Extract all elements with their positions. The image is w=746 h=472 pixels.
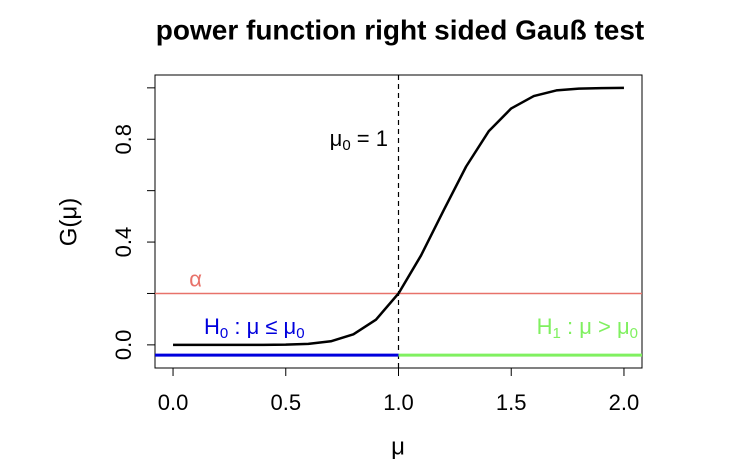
h0-label-part: H [204,314,220,339]
y-axis-label: G(μ) [55,198,82,246]
mu0-label-part: = 1 [351,126,388,151]
h0-label-part: 0 [296,325,304,342]
y-tick-label: 0.4 [111,227,136,258]
x-tick-label: 1.5 [496,390,527,415]
h0-label: H0 : μ ≤ μ0 [204,314,305,342]
x-tick-label: 2.0 [609,390,640,415]
mu0-label: μ0 = 1 [330,126,388,154]
h1-label-part: 0 [630,325,638,342]
x-axis-label: μ [391,433,405,460]
y-tick-label: 0.0 [111,330,136,361]
h1-label-part: H [537,314,553,339]
chart-title: power function right sided Gauß test [156,14,644,45]
x-tick-label: 0.5 [270,390,301,415]
x-tick-label: 1.0 [383,390,414,415]
h1-label-part: : μ > μ [561,314,630,339]
mu0-label-part: 0 [342,137,350,154]
alpha-label: α [189,266,202,291]
power-curve [173,86,624,347]
h1-label-part: 1 [553,325,561,342]
h0-label-part: : μ ≤ μ [228,314,296,339]
y-tick-label: 0.8 [111,124,136,155]
h0-label-part: 0 [220,325,228,342]
mu0-label-part: μ [330,126,343,151]
x-tick-label: 0.0 [158,390,189,415]
h1-label: H1 : μ > μ0 [537,314,638,342]
